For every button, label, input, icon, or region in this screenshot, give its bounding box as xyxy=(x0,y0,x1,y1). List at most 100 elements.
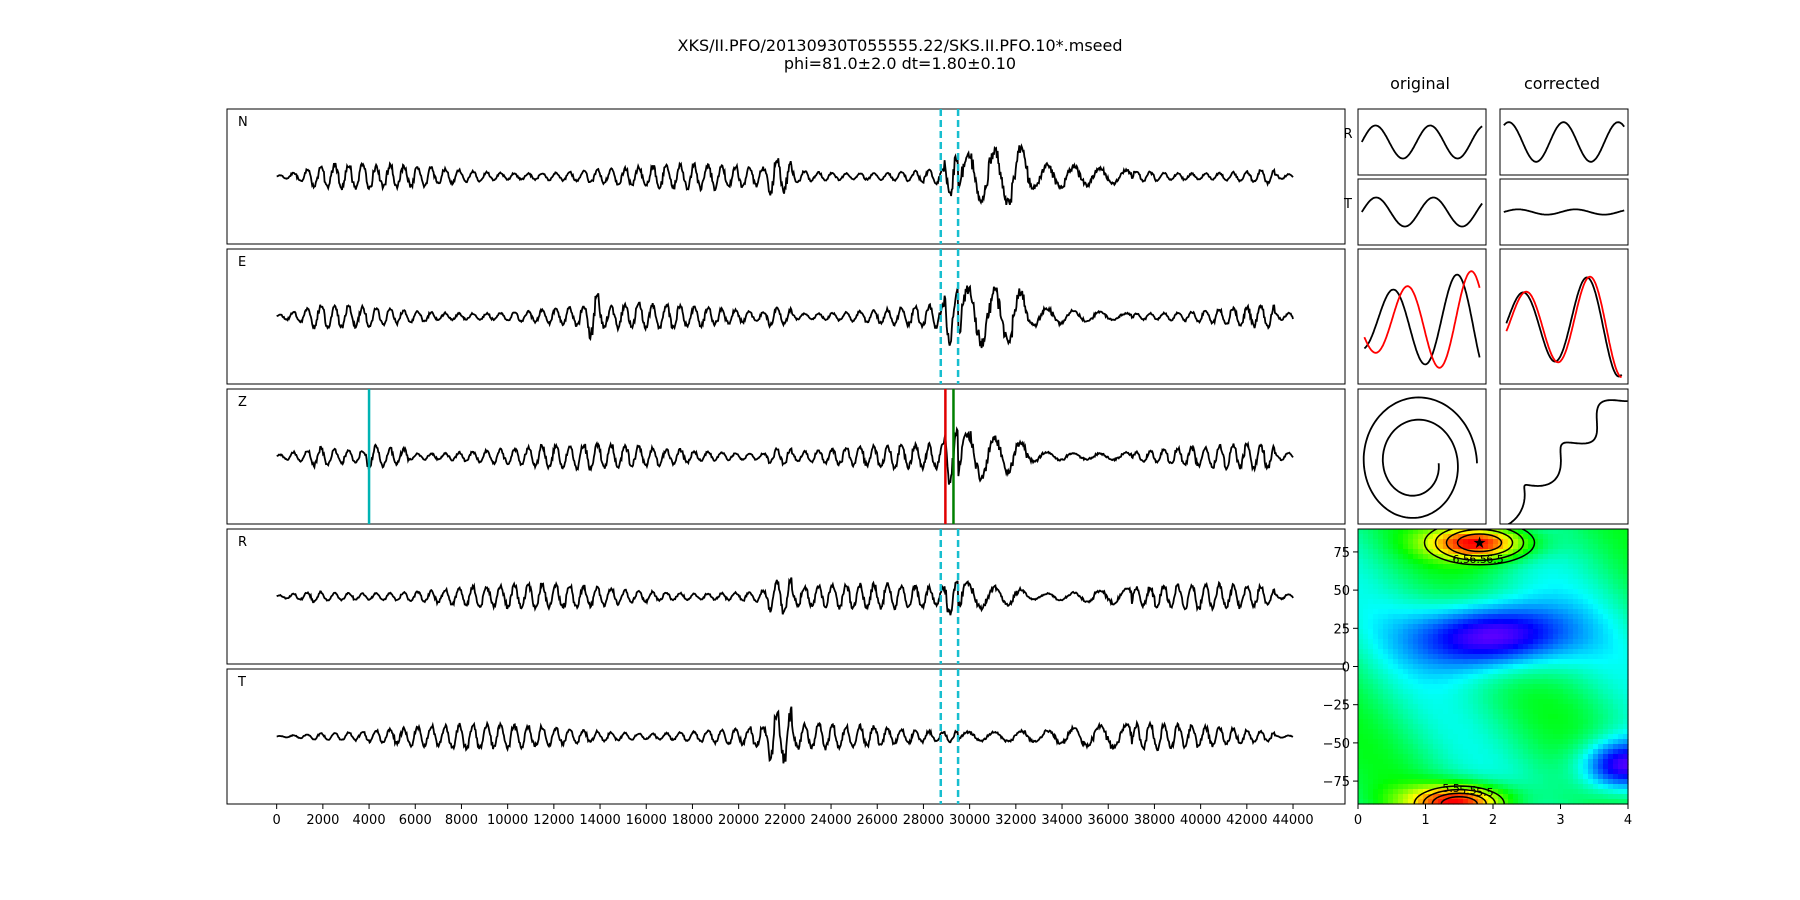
heatmap-cell xyxy=(1448,699,1454,705)
heatmap-cell xyxy=(1543,709,1549,715)
heatmap-cell xyxy=(1623,594,1629,600)
heatmap-cell xyxy=(1483,604,1489,610)
heatmap-cell xyxy=(1588,539,1594,545)
heatmap-cell xyxy=(1618,609,1624,615)
heatmap-cell xyxy=(1383,649,1389,655)
heatmap-cell xyxy=(1613,569,1619,575)
heatmap-cell xyxy=(1363,794,1369,800)
heatmap-cell xyxy=(1423,624,1429,630)
heatmap-cell xyxy=(1483,719,1489,725)
heatmap-cell xyxy=(1498,759,1504,765)
heatmap-cell xyxy=(1383,779,1389,785)
heatmap-cell xyxy=(1538,659,1544,665)
heatmap-cell xyxy=(1428,699,1434,705)
heatmap-cell xyxy=(1458,759,1464,765)
heatmap-cell xyxy=(1588,564,1594,570)
heatmap-cell xyxy=(1483,789,1489,795)
heatmap-cell xyxy=(1488,779,1494,785)
heatmap-cell xyxy=(1498,594,1504,600)
x-tick-label: 40000 xyxy=(1180,813,1221,828)
heatmap-cell xyxy=(1388,564,1394,570)
heatmap-cell xyxy=(1498,569,1504,575)
heatmap-cell xyxy=(1508,729,1514,735)
heatmap-cell xyxy=(1483,784,1489,790)
heatmap-cell xyxy=(1578,709,1584,715)
heatmap-cell xyxy=(1608,529,1614,535)
heatmap-cell xyxy=(1493,724,1499,730)
heatmap-cell xyxy=(1423,769,1429,775)
heatmap-y-tick-label: 0 xyxy=(1342,661,1350,676)
heatmap-cell xyxy=(1383,539,1389,545)
heatmap-cell xyxy=(1378,784,1384,790)
heatmap-cell xyxy=(1518,589,1524,595)
heatmap-cell xyxy=(1558,574,1564,580)
heatmap-cell xyxy=(1473,689,1479,695)
heatmap-cell xyxy=(1488,724,1494,730)
heatmap-cell xyxy=(1508,689,1514,695)
heatmap-cell xyxy=(1398,784,1404,790)
heatmap-cell xyxy=(1523,599,1529,605)
heatmap-cell xyxy=(1608,669,1614,675)
heatmap-cell xyxy=(1608,619,1614,625)
heatmap-cell xyxy=(1558,694,1564,700)
heatmap-cell xyxy=(1543,549,1549,555)
heatmap-cell xyxy=(1373,694,1379,700)
heatmap-cell xyxy=(1533,724,1539,730)
heatmap-cell xyxy=(1603,604,1609,610)
heatmap-cell xyxy=(1503,699,1509,705)
heatmap-cell xyxy=(1523,584,1529,590)
heatmap-cell xyxy=(1428,679,1434,685)
heatmap-cell xyxy=(1538,579,1544,585)
heatmap-cell xyxy=(1518,544,1524,550)
heatmap-cell xyxy=(1438,719,1444,725)
heatmap-cell xyxy=(1468,624,1474,630)
heatmap-cell xyxy=(1533,739,1539,745)
heatmap-cell xyxy=(1443,654,1449,660)
heatmap-cell xyxy=(1468,759,1474,765)
heatmap-cell xyxy=(1408,579,1414,585)
heatmap-cell xyxy=(1618,794,1624,800)
heatmap-cell xyxy=(1548,554,1554,560)
heatmap-cell xyxy=(1568,784,1574,790)
heatmap-cell xyxy=(1568,794,1574,800)
heatmap-cell xyxy=(1483,564,1489,570)
heatmap-cell xyxy=(1553,599,1559,605)
heatmap-cell xyxy=(1473,634,1479,640)
heatmap-cell xyxy=(1443,774,1449,780)
heatmap-cell xyxy=(1373,704,1379,710)
heatmap-cell xyxy=(1523,604,1529,610)
heatmap-cell xyxy=(1593,714,1599,720)
heatmap-cell xyxy=(1463,739,1469,745)
heatmap-cell xyxy=(1363,709,1369,715)
heatmap-cell xyxy=(1548,794,1554,800)
heatmap-cell xyxy=(1573,619,1579,625)
heatmap-cell xyxy=(1378,744,1384,750)
heatmap-cell xyxy=(1583,544,1589,550)
heatmap-cell xyxy=(1488,669,1494,675)
heatmap-cell xyxy=(1463,674,1469,680)
heatmap-cell xyxy=(1618,749,1624,755)
heatmap-cell xyxy=(1363,774,1369,780)
heatmap-cell xyxy=(1608,589,1614,595)
heatmap-cell xyxy=(1588,739,1594,745)
heatmap-cell xyxy=(1443,614,1449,620)
heatmap-cell xyxy=(1448,639,1454,645)
heatmap-cell xyxy=(1503,754,1509,760)
heatmap-cell xyxy=(1363,634,1369,640)
heatmap-cell xyxy=(1428,744,1434,750)
heatmap-cell xyxy=(1408,714,1414,720)
heatmap-cell xyxy=(1438,699,1444,705)
heatmap-cell xyxy=(1378,604,1384,610)
heatmap-cell xyxy=(1433,624,1439,630)
heatmap-cell xyxy=(1593,729,1599,735)
waveform-trace xyxy=(1362,396,1478,519)
heatmap-cell xyxy=(1358,549,1364,555)
heatmap-cell xyxy=(1398,734,1404,740)
heatmap-cell xyxy=(1543,529,1549,535)
heatmap-cell xyxy=(1583,699,1589,705)
heatmap-cell xyxy=(1483,574,1489,580)
heatmap-cell xyxy=(1453,749,1459,755)
heatmap-cell xyxy=(1483,754,1489,760)
heatmap-cell xyxy=(1543,734,1549,740)
